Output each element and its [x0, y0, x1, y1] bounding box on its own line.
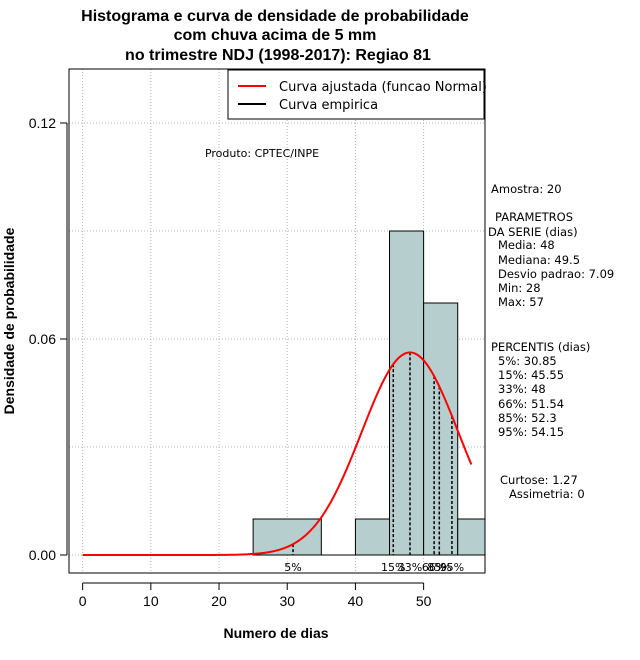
percentis-line: PERCENTIS (dias): [491, 340, 590, 354]
x-tick-label: 30: [279, 593, 295, 609]
y-tick-label: 0.00: [29, 547, 56, 563]
percentis-line: 66%: 51.54: [498, 397, 564, 411]
percentis-line: 5%: 30.85: [498, 354, 557, 368]
percentile-lines: [292, 352, 453, 555]
params-line: Desvio padrao: 7.09: [498, 267, 614, 281]
histogram-bars: [252, 230, 486, 556]
percentis-line: 33%: 48: [498, 382, 546, 396]
histogram-bar: [457, 518, 486, 556]
y-tick-label: 0.12: [29, 115, 56, 131]
x-tick-label: 40: [348, 593, 364, 609]
legend: Curva ajustada (funcao Normal) Curva emp…: [227, 69, 487, 120]
x-tick-label: 0: [79, 593, 87, 609]
x-tick-label: 20: [211, 593, 227, 609]
histogram-bar: [252, 518, 322, 556]
histogram-bar: [354, 518, 391, 556]
y-axis-label: Densidade de probabilidade: [1, 227, 17, 414]
product-annotation: Produto: CPTEC/INPE: [205, 147, 319, 160]
sample-size: Amostra: 20: [491, 182, 562, 196]
percentis-line: 95%: 54.15: [498, 425, 564, 439]
percentile-label: 85%: [427, 561, 451, 574]
x-tick-label: 50: [416, 593, 432, 609]
params-line: Mediana: 49.5: [498, 253, 580, 267]
x-tick-label: 10: [143, 593, 159, 609]
percentile-label: 95%: [440, 561, 464, 574]
params-line: DA SERIE (dias): [488, 225, 578, 239]
histogram-bar: [389, 230, 425, 556]
skewness: Assimetria: 0: [509, 487, 585, 501]
x-axis: 0 10 20 30 40 50: [79, 582, 432, 609]
percentile-label: 66%: [422, 561, 446, 574]
statistics-panel: Amostra: 20 PARAMETROS DA SERIE (dias) M…: [488, 182, 614, 501]
plot-frame: [68, 68, 486, 574]
kurtosis: Curtose: 1.27: [500, 473, 578, 487]
y-axis: 0.00 0.06 0.12: [29, 115, 68, 563]
fitted-normal-curve: [82, 351, 473, 556]
legend-label-empirical: Curva empirica: [279, 98, 378, 113]
chart-title-line-2: com chuva acima de 5 mm: [174, 27, 377, 44]
legend-label-fitted: Curva ajustada (funcao Normal): [279, 80, 487, 95]
params-line: Min: 28: [498, 281, 541, 295]
percentile-label: 15%: [381, 561, 405, 574]
chart-title-line-1: Histograma e curva de densidade de proba…: [81, 8, 469, 25]
x-axis-label: Numero de dias: [223, 625, 328, 641]
y-tick-label: 0.06: [29, 331, 56, 347]
percentile-label: 33%: [398, 561, 422, 574]
params-line: Media: 48: [498, 238, 555, 252]
percentile-labels: 5% 15%33% 66%85%95%: [284, 561, 464, 574]
chart-title-line-3: no trimestre NDJ (1998-2017): Regiao 81: [125, 47, 431, 64]
params-line: Max: 57: [498, 295, 544, 309]
percentile-label: 5%: [284, 561, 301, 574]
percentis-line: 15%: 45.55: [498, 368, 564, 382]
legend-box: [227, 69, 485, 120]
params-line: PARAMETROS: [495, 210, 573, 224]
percentis-line: 85%: 52.3: [498, 411, 557, 425]
